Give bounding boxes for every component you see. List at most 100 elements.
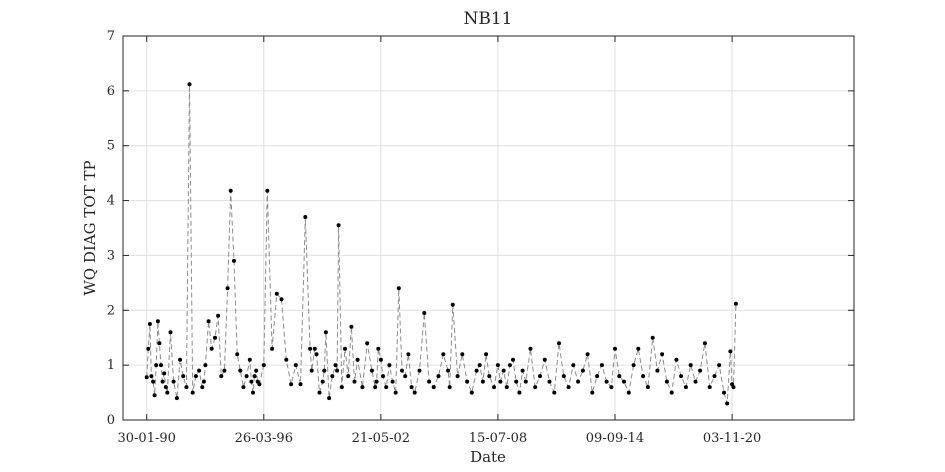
data-point	[330, 374, 335, 379]
data-point	[355, 357, 360, 362]
data-point	[238, 368, 243, 373]
y-tick-label: 7	[107, 29, 115, 44]
data-point	[378, 357, 383, 362]
data-point	[725, 401, 730, 406]
data-point	[327, 396, 332, 401]
data-point	[441, 352, 446, 357]
data-point	[450, 302, 455, 307]
data-point	[552, 390, 557, 395]
data-point	[487, 374, 492, 379]
data-point	[157, 341, 162, 346]
data-point	[507, 363, 512, 368]
data-point	[201, 379, 206, 384]
data-point	[200, 385, 205, 390]
data-point	[365, 341, 370, 346]
data-point	[447, 385, 452, 390]
data-point	[580, 368, 585, 373]
data-point	[174, 396, 179, 401]
data-point	[251, 390, 255, 395]
data-point	[384, 385, 389, 390]
series-group	[144, 82, 738, 406]
data-point	[622, 379, 626, 384]
y-tick-label: 3	[107, 248, 115, 263]
data-point	[538, 374, 542, 379]
data-point	[279, 297, 284, 302]
data-point	[323, 330, 328, 335]
data-point	[571, 363, 576, 368]
data-point	[523, 379, 528, 384]
data-point	[197, 368, 202, 373]
data-point	[474, 368, 479, 373]
data-point	[679, 374, 684, 379]
data-point	[228, 188, 233, 193]
data-point	[547, 379, 552, 384]
data-point	[314, 352, 319, 357]
data-point	[252, 374, 257, 379]
data-point	[733, 301, 738, 306]
data-point	[374, 379, 379, 384]
data-point	[412, 390, 417, 395]
data-point	[446, 368, 451, 373]
data-point	[396, 286, 401, 291]
data-point	[171, 379, 176, 384]
x-tick-label: 30-01-90	[117, 431, 175, 446]
data-point	[187, 82, 192, 87]
data-point	[655, 368, 660, 373]
y-tick-label: 5	[107, 139, 115, 154]
data-point	[155, 319, 160, 324]
data-point	[165, 390, 170, 395]
data-point	[693, 379, 698, 384]
data-point	[216, 313, 221, 318]
data-point	[160, 379, 165, 384]
data-point	[403, 374, 408, 379]
data-point	[163, 385, 168, 390]
data-point	[427, 379, 432, 384]
data-point	[308, 346, 313, 351]
data-point	[317, 390, 322, 395]
data-point	[154, 363, 159, 368]
data-point	[369, 368, 374, 373]
data-point	[257, 382, 262, 387]
y-tick-label: 1	[107, 358, 115, 373]
data-point	[349, 324, 354, 329]
data-point	[222, 368, 227, 373]
data-point	[249, 379, 254, 384]
data-point	[683, 385, 688, 390]
data-point	[390, 379, 395, 384]
data-point	[566, 385, 571, 390]
data-point	[274, 291, 279, 296]
data-point	[289, 382, 294, 387]
data-point	[235, 352, 240, 357]
data-point	[707, 385, 712, 390]
data-point	[147, 322, 152, 326]
x-tick-label: 15-07-08	[469, 431, 527, 446]
data-point	[731, 385, 736, 390]
data-point	[219, 374, 224, 379]
data-point	[431, 385, 436, 390]
data-point	[702, 341, 707, 346]
data-point	[495, 363, 500, 368]
data-point	[712, 374, 717, 379]
data-point	[244, 374, 249, 379]
data-point	[595, 374, 600, 379]
data-point	[352, 379, 357, 384]
data-point	[660, 352, 665, 357]
data-point	[674, 357, 679, 362]
data-point	[436, 374, 441, 379]
data-point	[417, 368, 422, 373]
data-point	[293, 363, 298, 368]
data-point	[455, 374, 460, 379]
data-point	[270, 346, 275, 351]
data-point	[599, 363, 604, 368]
x-tick-label: 21-05-02	[352, 431, 410, 446]
data-point	[561, 374, 566, 379]
data-point	[203, 363, 208, 368]
data-point	[641, 374, 646, 379]
data-point	[206, 319, 211, 324]
data-point	[151, 379, 156, 384]
data-point	[498, 379, 503, 384]
data-point	[636, 346, 641, 351]
data-point	[469, 390, 474, 395]
data-point	[688, 363, 693, 368]
